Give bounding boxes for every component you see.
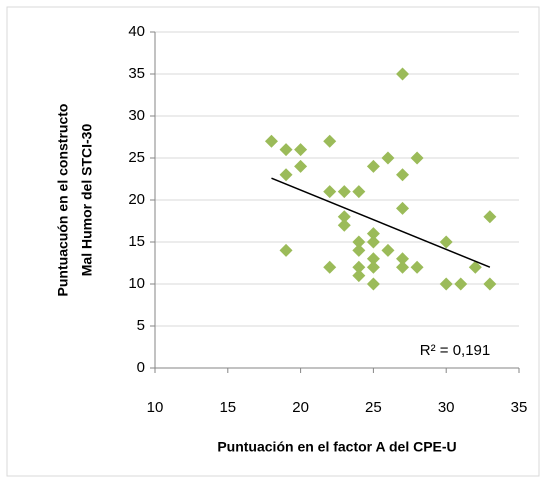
data-point bbox=[439, 235, 453, 249]
y-tick-label: 35 bbox=[128, 65, 145, 82]
data-point bbox=[323, 134, 337, 148]
data-point bbox=[264, 134, 278, 148]
data-point bbox=[352, 243, 366, 257]
y-tick-label: 5 bbox=[137, 317, 145, 334]
data-point bbox=[366, 235, 380, 249]
y-axis-label: Puntuacuón en el constructo bbox=[55, 104, 71, 297]
data-point bbox=[483, 210, 497, 224]
data-point bbox=[352, 185, 366, 199]
data-point bbox=[396, 252, 410, 266]
r-squared: R² = 0,191 bbox=[420, 342, 490, 359]
x-tick-label: 15 bbox=[219, 399, 236, 416]
data-point bbox=[337, 210, 351, 224]
x-tick-label: 35 bbox=[511, 399, 528, 416]
data-point bbox=[454, 277, 468, 291]
y-tick-label: 10 bbox=[128, 275, 145, 292]
data-point bbox=[410, 151, 424, 165]
data-point bbox=[323, 260, 337, 274]
data-point bbox=[381, 243, 395, 257]
data-point bbox=[337, 185, 351, 199]
y-tick-label: 20 bbox=[128, 191, 145, 208]
data-point bbox=[294, 159, 308, 173]
x-axis-label: Puntuación en el factor A del CPE-U bbox=[217, 439, 456, 455]
y-tick-label: 30 bbox=[128, 107, 145, 124]
data-point bbox=[468, 260, 482, 274]
data-point bbox=[366, 227, 380, 241]
data-point bbox=[396, 260, 410, 274]
x-tick-label: 30 bbox=[438, 399, 455, 416]
x-tick-label: 25 bbox=[365, 399, 382, 416]
y-tick-label: 40 bbox=[128, 23, 145, 40]
data-point bbox=[366, 159, 380, 173]
y-tick-label: 25 bbox=[128, 149, 145, 166]
data-point bbox=[483, 277, 497, 291]
data-point bbox=[366, 260, 380, 274]
y-tick-label: 0 bbox=[137, 359, 145, 376]
data-point bbox=[352, 260, 366, 274]
data-point bbox=[294, 143, 308, 157]
x-tick-label: 10 bbox=[147, 399, 164, 416]
y-axis-label: Mal Humor del STCI-30 bbox=[79, 124, 95, 277]
data-point bbox=[396, 201, 410, 215]
y-tick-label: 15 bbox=[128, 233, 145, 250]
data-point bbox=[279, 243, 293, 257]
trendline bbox=[271, 177, 491, 268]
data-point bbox=[410, 260, 424, 274]
data-point bbox=[352, 269, 366, 283]
data-point bbox=[279, 143, 293, 157]
data-point bbox=[381, 151, 395, 165]
data-point bbox=[396, 67, 410, 81]
data-point bbox=[439, 277, 453, 291]
data-point bbox=[337, 218, 351, 232]
data-point bbox=[366, 277, 380, 291]
data-point bbox=[396, 168, 410, 182]
x-tick-label: 20 bbox=[292, 399, 309, 416]
data-point bbox=[323, 185, 337, 199]
data-point bbox=[366, 252, 380, 266]
data-point bbox=[352, 235, 366, 249]
data-point bbox=[279, 168, 293, 182]
